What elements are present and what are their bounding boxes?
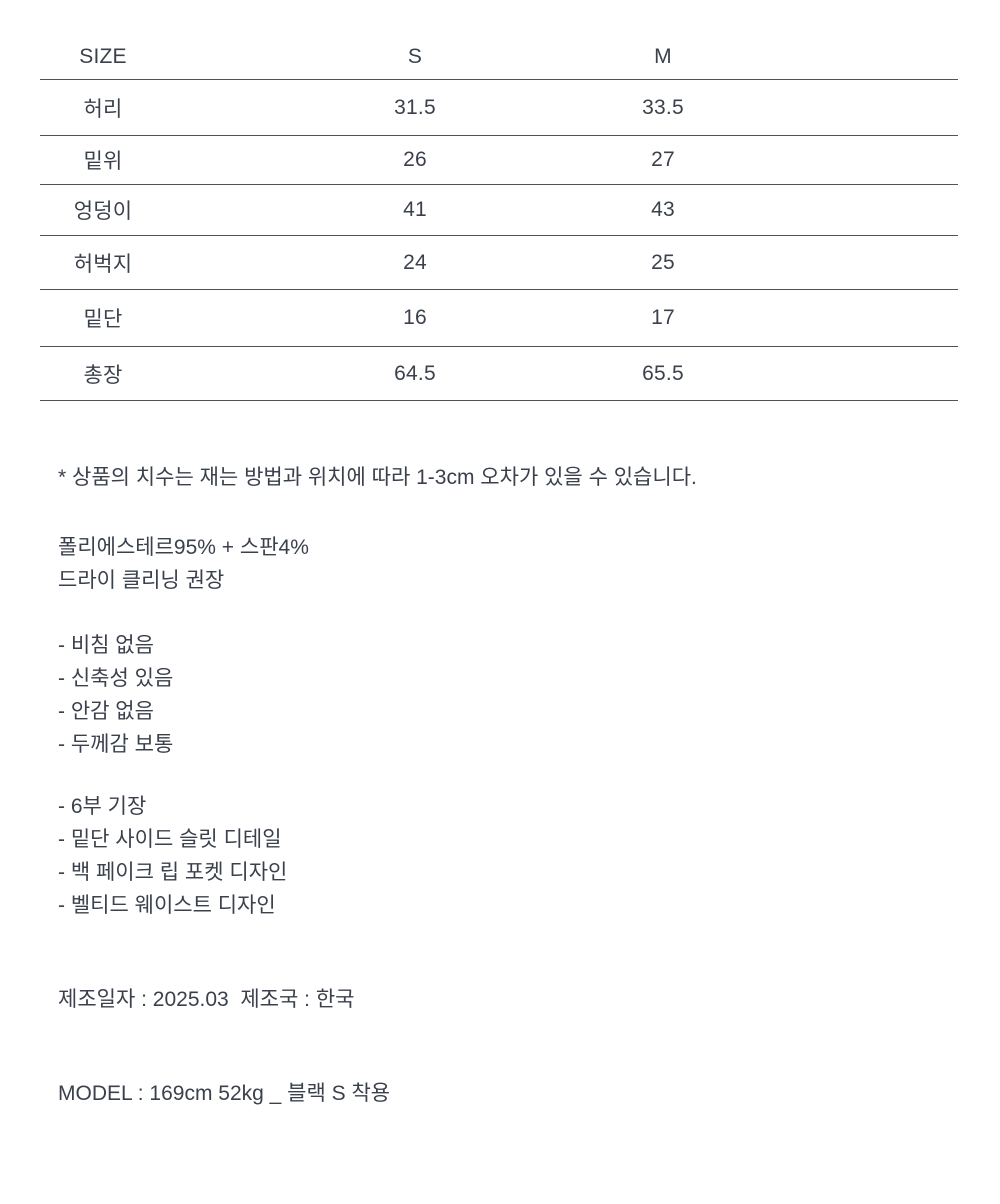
list-item: - 백 페이크 립 포켓 디자인 bbox=[58, 861, 288, 884]
row-value-m: 17 bbox=[651, 306, 675, 329]
size-m-header-cell: M bbox=[654, 44, 672, 68]
fabric-feature-list: - 비침 없음 - 신축성 있음 - 안감 없음 - 두께감 보통 bbox=[58, 629, 1000, 761]
list-item: - 두께감 보통 bbox=[58, 733, 174, 756]
row-label: 엉덩이 bbox=[73, 200, 133, 223]
row-value-s: 16 bbox=[403, 306, 427, 329]
list-item: - 비침 없음 bbox=[58, 634, 154, 657]
row-value-s: 41 bbox=[403, 198, 427, 221]
model-info: MODEL : 169cm 52kg _ 블랙 S 착용 bbox=[58, 1082, 391, 1105]
row-label: 밑단 bbox=[83, 308, 123, 331]
product-notes: * 상품의 치수는 재는 방법과 위치에 따라 1-3cm 오차가 있을 수 있… bbox=[58, 461, 1000, 1110]
row-label: 총장 bbox=[83, 363, 123, 387]
row-value-s: 26 bbox=[403, 148, 427, 171]
size-spec-table: SIZE S M 허리 31.5 33.5 밑위 26 27 엉덩이 41 43… bbox=[40, 34, 958, 401]
row-value-m: 33.5 bbox=[642, 95, 684, 119]
table-row-thigh: 허벅지 24 25 bbox=[40, 236, 958, 290]
table-row-waist: 허리 31.5 33.5 bbox=[40, 80, 958, 136]
row-value-m: 65.5 bbox=[642, 361, 684, 385]
list-item: - 벨티드 웨이스트 디자인 bbox=[58, 894, 276, 917]
manufacture-info: 제조일자 : 2025.03 제조국 : 한국 bbox=[58, 988, 355, 1011]
list-item: - 6부 기장 bbox=[58, 795, 147, 818]
design-detail-list: - 6부 기장 - 밑단 사이드 슬릿 디테일 - 백 페이크 립 포켓 디자인… bbox=[58, 790, 1000, 922]
table-row-rise: 밑위 26 27 bbox=[40, 136, 958, 185]
care-instruction: 드라이 클리닝 권장 bbox=[58, 569, 225, 592]
fabric-composition: 폴리에스테르95% + 스판4% bbox=[58, 536, 309, 559]
fabric-info: 폴리에스테르95% + 스판4% 드라이 클리닝 권장 bbox=[58, 531, 1000, 597]
size-s-header-cell: S bbox=[407, 44, 423, 68]
row-value-m: 25 bbox=[651, 250, 675, 274]
table-row-hip: 엉덩이 41 43 bbox=[40, 185, 958, 236]
size-header-cell: SIZE bbox=[79, 44, 127, 68]
row-value-s: 64.5 bbox=[394, 361, 436, 385]
row-label: 밑위 bbox=[83, 150, 123, 173]
table-row-hem: 밑단 16 17 bbox=[40, 290, 958, 347]
measurement-disclaimer: * 상품의 치수는 재는 방법과 위치에 따라 1-3cm 오차가 있을 수 있… bbox=[58, 466, 697, 489]
list-item: - 밑단 사이드 슬릿 디테일 bbox=[58, 828, 282, 851]
table-header-row: SIZE S M bbox=[40, 34, 958, 80]
row-value-m: 27 bbox=[651, 148, 675, 171]
list-item: - 신축성 있음 bbox=[58, 667, 174, 690]
row-label: 허벅지 bbox=[73, 252, 133, 276]
row-label: 허리 bbox=[83, 97, 123, 121]
row-value-s: 24 bbox=[403, 250, 427, 274]
row-value-m: 43 bbox=[651, 198, 675, 221]
row-value-s: 31.5 bbox=[394, 95, 436, 119]
list-item: - 안감 없음 bbox=[58, 700, 154, 723]
table-row-total-length: 총장 64.5 65.5 bbox=[40, 347, 958, 401]
product-detail-content: SIZE S M 허리 31.5 33.5 밑위 26 27 엉덩이 41 43… bbox=[0, 34, 1000, 1204]
